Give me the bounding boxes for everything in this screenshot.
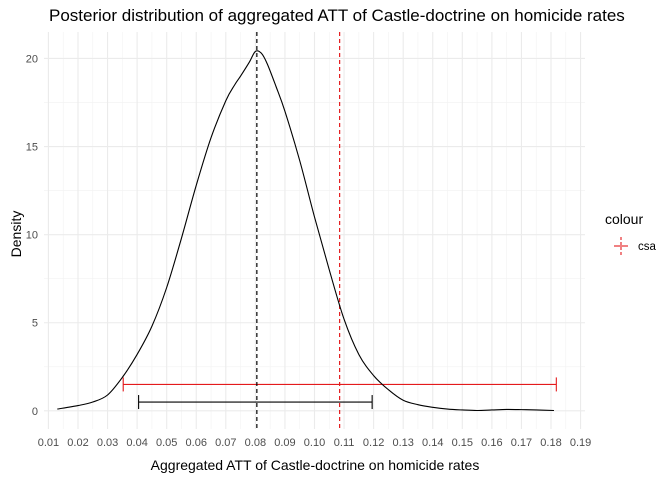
y-tick-labels: 0 5 10 15 20 (26, 53, 38, 417)
x-tick-label: 0.16 (481, 437, 502, 449)
x-tick-label: 0.04 (126, 437, 147, 449)
x-tick-labels: 0.01 0.02 0.03 0.04 0.05 0.06 0.07 0.08 0.09 0.10… (38, 437, 592, 449)
x-tick-label: 0.15 (452, 437, 473, 449)
y-tick-label: 20 (26, 53, 38, 65)
x-tick-label: 0.13 (392, 437, 413, 449)
reference-lines (256, 32, 341, 429)
x-tick-label: 0.07 (215, 437, 236, 449)
y-tick-label: 0 (32, 406, 38, 418)
x-tick-label: 0.19 (570, 437, 591, 449)
x-tick-label: 0.18 (540, 437, 561, 449)
legend: colour csa (605, 211, 657, 255)
major-gridlines (44, 32, 585, 429)
x-tick-label: 0.14 (422, 437, 443, 449)
chart-title: Posterior distribution of aggregated ATT… (49, 6, 625, 25)
x-tick-label: 0.01 (38, 437, 59, 449)
x-tick-label: 0.09 (274, 437, 295, 449)
y-tick-label: 15 (26, 142, 38, 154)
density-curve-group (57, 50, 554, 412)
x-tick-label: 0.06 (186, 437, 207, 449)
x-tick-label: 0.05 (156, 437, 177, 449)
x-tick-label: 0.12 (363, 437, 384, 449)
legend-label: csa (638, 241, 657, 253)
legend-title: colour (605, 211, 643, 227)
y-tick-label: 5 (32, 318, 38, 330)
legend-items: csa (614, 237, 657, 255)
x-tick-label: 0.02 (67, 437, 88, 449)
x-tick-label: 0.10 (304, 437, 325, 449)
x-tick-label: 0.03 (97, 437, 118, 449)
y-axis-title: Density (8, 211, 24, 258)
x-tick-label: 0.17 (511, 437, 532, 449)
density-curve (57, 50, 554, 412)
x-axis-title: Aggregated ATT of Castle-doctrine on hom… (151, 457, 480, 473)
x-tick-label: 0.08 (245, 437, 266, 449)
minor-gridlines (44, 32, 585, 429)
y-tick-label: 10 (26, 230, 38, 242)
x-tick-label: 0.11 (334, 437, 355, 449)
